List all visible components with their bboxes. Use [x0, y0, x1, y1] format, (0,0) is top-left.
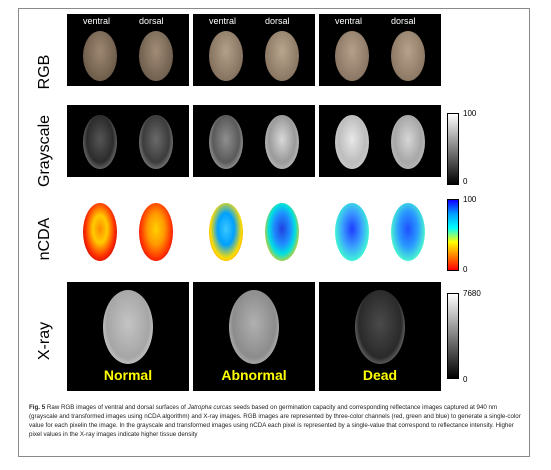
seed-ventral: [209, 203, 243, 261]
seed-ventral: [335, 115, 369, 169]
panel-xray-normal: Normal: [67, 282, 189, 391]
status-abnormal: Abnormal: [221, 367, 287, 383]
species-name: Jatropha curcas: [187, 404, 232, 411]
seed-dorsal: [139, 31, 173, 81]
figure-label: Fig. 5: [29, 404, 46, 411]
ventral-label: ventral: [335, 16, 363, 26]
ventral-label: ventral: [209, 16, 237, 26]
seed-ventral: [209, 115, 243, 169]
seed-ventral: [335, 31, 369, 81]
ventral-label: ventral: [83, 16, 111, 26]
seed-dorsal: [265, 31, 299, 81]
seed-dorsal: [391, 31, 425, 81]
caption-text-b: seeds based on germination capacity and …: [29, 404, 521, 438]
panel-ncda-dead: [319, 195, 441, 267]
seed-dorsal: [265, 115, 299, 169]
panel-grayscale-abnormal: [193, 105, 315, 177]
seed-dorsal: [391, 203, 425, 261]
seed-ventral: [83, 203, 117, 261]
caption-text-a: Raw RGB images of ventral and dorsal sur…: [46, 404, 188, 411]
xray-colorbar-min: 0: [463, 375, 468, 384]
seed-ventral: [335, 203, 369, 261]
panel-xray-dead: Dead: [319, 282, 441, 391]
panel-rgb-dead: ventral dorsal: [319, 14, 441, 86]
xray-seed: [229, 290, 279, 364]
grayscale-colorbar-min: 0: [463, 177, 468, 186]
status-normal: Normal: [103, 367, 153, 383]
panel-ncda-normal: [67, 195, 189, 267]
seed-dorsal: [139, 115, 173, 169]
seed-ventral: [83, 31, 117, 81]
xray-seed: [355, 290, 405, 364]
seed-dorsal: [391, 115, 425, 169]
panel-rgb-normal: ventral dorsal: [67, 14, 189, 86]
panel-grayscale-normal: [67, 105, 189, 177]
dorsal-label: dorsal: [139, 16, 164, 26]
row-label-rgb: RGB: [36, 54, 53, 90]
figure-frame: RGB Grayscale nCDA X-ray ventral dorsal …: [18, 8, 530, 457]
seed-dorsal: [139, 203, 173, 261]
dorsal-label: dorsal: [265, 16, 290, 26]
panel-rgb-abnormal: ventral dorsal: [193, 14, 315, 86]
ncda-colorbar: [447, 199, 459, 271]
status-dead: Dead: [362, 367, 398, 383]
grayscale-colorbar: [447, 113, 459, 185]
seed-ventral: [209, 31, 243, 81]
row-label-xray: X-ray: [36, 321, 53, 361]
xray-colorbar-max: 7680: [463, 289, 481, 298]
grayscale-colorbar-max: 100: [463, 109, 477, 118]
row-label-ncda: nCDA: [36, 217, 53, 261]
xray-colorbar: [447, 293, 459, 379]
xray-seed: [103, 290, 153, 364]
panel-xray-abnormal: Abnormal: [193, 282, 315, 391]
ncda-colorbar-min: 0: [463, 265, 468, 274]
panel-grayscale-dead: [319, 105, 441, 177]
seed-ventral: [83, 115, 117, 169]
row-label-grayscale: Grayscale: [36, 114, 53, 187]
figure-caption: Fig. 5 Raw RGB images of ventral and dor…: [29, 403, 523, 439]
dorsal-label: dorsal: [391, 16, 416, 26]
ncda-colorbar-max: 100: [463, 195, 477, 204]
seed-dorsal: [265, 203, 299, 261]
panel-ncda-abnormal: [193, 195, 315, 267]
